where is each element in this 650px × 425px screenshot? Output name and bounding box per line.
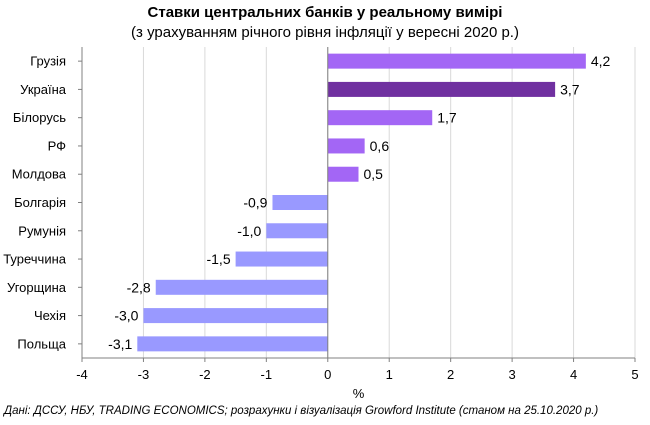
value-label: 0,5 (364, 166, 384, 182)
chart-subtitle: (з урахуванням річного рівня інфляції у … (131, 24, 519, 41)
bar (155, 279, 328, 295)
bars (137, 53, 586, 352)
category-label: Грузія (30, 54, 66, 69)
value-label: 3,7 (560, 81, 580, 97)
x-tick-label: 0 (324, 367, 331, 382)
bar-chart: -4 -3 -2 -1 0 1 2 3 4 5 Грузія 4,2 Україна 3,7 Білорус… (3, 47, 639, 400)
x-tick-label: -1 (261, 367, 273, 382)
value-label: 0,6 (370, 138, 390, 154)
x-tick-label: 4 (570, 367, 577, 382)
bar (327, 110, 433, 126)
category-label: Болгарія (14, 195, 66, 210)
x-tick-label: -3 (138, 367, 150, 382)
category-label: Чехія (34, 308, 66, 323)
x-tick-label: -2 (199, 367, 211, 382)
x-tick-label: 2 (447, 367, 454, 382)
category-label: Румунія (18, 223, 66, 238)
bar (266, 223, 328, 239)
bar (235, 251, 328, 267)
value-label: -2,8 (127, 279, 151, 295)
bar (272, 195, 328, 210)
category-label: Молдова (12, 167, 67, 182)
bar (327, 166, 359, 182)
category-label: Білорусь (13, 110, 66, 125)
labels: -4 -3 -2 -1 0 1 2 3 4 5 Грузія 4,2 Україна 3,7 Білорус… (3, 53, 638, 400)
value-label: 1,7 (437, 110, 457, 126)
axes (78, 47, 636, 362)
value-label: -3,0 (114, 308, 138, 324)
category-label: Польща (17, 336, 66, 351)
category-label: РФ (48, 138, 67, 153)
bar (143, 308, 328, 324)
value-label: 4,2 (591, 53, 611, 69)
category-label: Україна (20, 82, 67, 97)
value-label: -1,0 (237, 223, 261, 239)
x-tick-label: 3 (508, 367, 515, 382)
bar (137, 336, 328, 352)
category-label: Туреччина (3, 252, 67, 267)
chart-title: Ставки центральних банків у реальному ви… (147, 4, 503, 21)
value-label: -3,1 (108, 336, 132, 352)
x-tick-label: -4 (76, 367, 88, 382)
value-label: -0,9 (243, 195, 267, 211)
x-axis-label: % (353, 386, 365, 400)
x-tick-label: 5 (631, 367, 638, 382)
grid-lines (81, 47, 636, 358)
category-label: Угорщина (7, 280, 67, 295)
x-tick-label: 1 (386, 367, 393, 382)
bar (327, 53, 586, 69)
value-label: -1,5 (206, 251, 230, 267)
source-note: Дані: ДССУ, НБУ, TRADING ECONOMICS; розр… (4, 405, 599, 417)
bar (327, 81, 556, 97)
bar (327, 138, 365, 154)
